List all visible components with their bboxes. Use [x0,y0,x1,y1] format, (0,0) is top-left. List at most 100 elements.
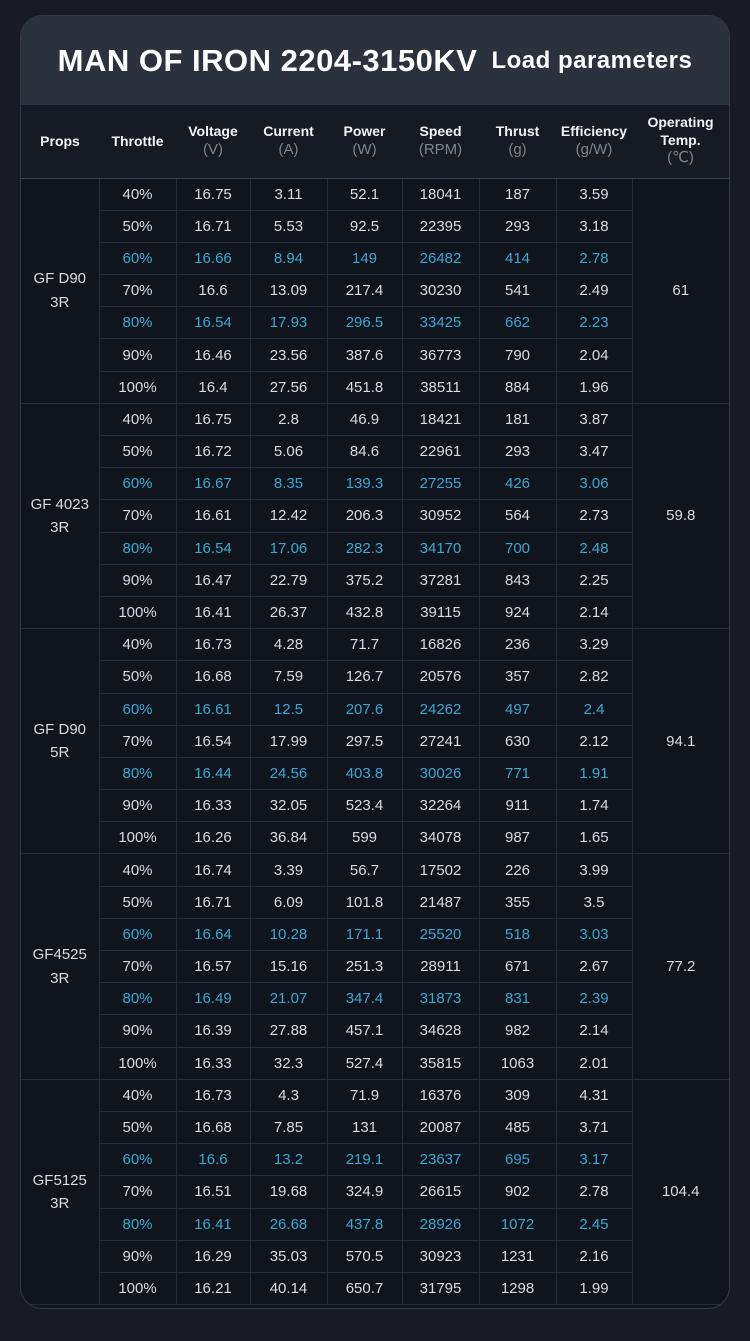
cell-speed: 23637 [401,1143,480,1177]
cell-speed: 35815 [401,1046,480,1080]
cell-efficiency: 2.4 [555,692,633,726]
cell-speed: 30026 [401,756,480,791]
cell-voltage: 16.29 [175,1239,251,1273]
cell-throttle: 60% [98,692,177,726]
cell-power: 139.3 [326,467,403,501]
cell-power: 387.6 [326,338,403,372]
cell-thrust: 236 [478,628,557,662]
cell-throttle: 50% [98,885,177,919]
cell-throttle: 100% [98,821,177,855]
cell-speed: 20087 [401,1110,480,1145]
cell-current: 22.79 [249,563,328,597]
cell-power: 403.8 [326,756,403,791]
cell-power: 126.7 [326,660,403,694]
cell-thrust: 987 [478,821,557,855]
cell-voltage: 16.54 [175,306,251,340]
table-row: 60% 16.6 13.2 219.1 23637 695 3.17 [21,1143,729,1177]
cell-efficiency: 1.91 [555,756,633,791]
cell-thrust: 843 [478,563,557,597]
cell-throttle: 50% [98,660,177,694]
cell-efficiency: 3.59 [555,177,633,211]
table-row: 80% 16.41 26.68 437.8 28926 1072 2.45 [21,1207,729,1241]
cell-current: 36.84 [249,821,328,855]
cell-efficiency: 2.49 [555,274,633,308]
cell-power: 432.8 [326,595,403,630]
cell-efficiency: 4.31 [555,1078,633,1112]
prop-name-line: GF D90 [33,270,86,288]
cell-throttle: 80% [98,306,177,340]
title-band: MAN OF IRON 2204-3150KV Load parameters [21,16,729,105]
cell-efficiency: 3.71 [555,1110,633,1145]
cell-throttle: 80% [98,756,177,791]
cell-thrust: 884 [478,370,557,404]
cell-current: 8.94 [249,241,328,276]
cell-thrust: 695 [478,1143,557,1177]
cell-efficiency: 2.45 [555,1207,633,1241]
cell-efficiency: 3.29 [555,628,633,662]
table-row: 100% 16.21 40.14 650.7 31795 1298 1.99 [21,1271,729,1306]
table-row: 70% 16.6 13.09 217.4 30230 541 2.49 [21,274,729,308]
cell-power: 297.5 [326,724,403,758]
page-subtitle: Load parameters [491,46,693,74]
table-row: 80% 16.54 17.06 282.3 34170 700 2.48 [21,531,729,565]
prop-name-line: GF5125 [32,1171,87,1189]
cell-efficiency: 2.12 [555,724,633,758]
cell-throttle: 60% [98,917,177,952]
cell-power: 56.7 [326,853,403,887]
cell-speed: 30952 [401,499,480,533]
cell-current: 27.56 [249,370,328,404]
cell-efficiency: 2.39 [555,982,633,1016]
cell-speed: 20576 [401,660,480,694]
cell-operating-temp: 104.4 [631,1078,729,1306]
prop-name-line: 3R [50,293,70,311]
cell-throttle: 50% [98,1110,177,1145]
cell-thrust: 700 [478,531,557,565]
cell-voltage: 16.68 [175,660,251,694]
cell-speed: 21487 [401,885,480,919]
table-row: 70% 16.61 12.42 206.3 30952 564 2.73 [21,499,729,533]
table-row: 80% 16.54 17.93 296.5 33425 662 2.23 [21,306,729,340]
cell-current: 24.56 [249,756,328,791]
cell-throttle: 100% [98,1271,177,1306]
cell-speed: 37281 [401,563,480,597]
cell-voltage: 16.67 [175,467,251,501]
table-row: 60% 16.67 8.35 139.3 27255 426 3.06 [21,467,729,501]
table-row: GF D90 3R 40% 16.75 3.11 52.1 18041 187 3.59 61 [21,177,729,404]
cell-voltage: 16.21 [175,1271,251,1306]
cell-power: 296.5 [326,306,403,340]
cell-efficiency: 3.18 [555,209,633,243]
cell-power: 46.9 [326,402,403,437]
cell-thrust: 518 [478,917,557,952]
col-header-current: Current (A) [250,105,327,179]
table-row: 60% 16.66 8.94 149 26482 414 2.78 [21,241,729,276]
table-row: 90% 16.39 27.88 457.1 34628 982 2.14 [21,1014,729,1048]
cell-efficiency: 2.23 [555,306,633,340]
table-row: 100% 16.33 32.3 527.4 35815 1063 2.01 [21,1046,729,1080]
cell-throttle: 100% [98,370,177,404]
cell-thrust: 630 [478,724,557,758]
cell-throttle: 60% [98,1143,177,1177]
cell-thrust: 414 [478,241,557,276]
cell-thrust: 293 [478,209,557,243]
header-row: Props Throttle Voltage (V) Current (A) Pow… [21,105,729,179]
cell-throttle: 90% [98,789,177,823]
cell-speed: 34628 [401,1014,480,1048]
cell-power: 570.5 [326,1239,403,1273]
cell-voltage: 16.6 [175,274,251,308]
cell-operating-temp: 59.8 [631,402,729,630]
cell-voltage: 16.44 [175,756,251,791]
table-row: 100% 16.41 26.37 432.8 39115 924 2.14 [21,595,729,630]
cell-throttle: 70% [98,499,177,533]
cell-voltage: 16.54 [175,724,251,758]
cell-current: 4.3 [249,1078,328,1112]
cell-thrust: 541 [478,274,557,308]
cell-speed: 28911 [401,949,480,984]
cell-power: 324.9 [326,1175,403,1209]
cell-current: 32.3 [249,1046,328,1080]
cell-speed: 26615 [401,1175,480,1209]
cell-power: 149 [326,241,403,276]
cell-power: 171.1 [326,917,403,952]
table-row: 70% 16.57 15.16 251.3 28911 671 2.67 [21,949,729,984]
cell-power: 523.4 [326,789,403,823]
cell-current: 7.85 [249,1110,328,1145]
